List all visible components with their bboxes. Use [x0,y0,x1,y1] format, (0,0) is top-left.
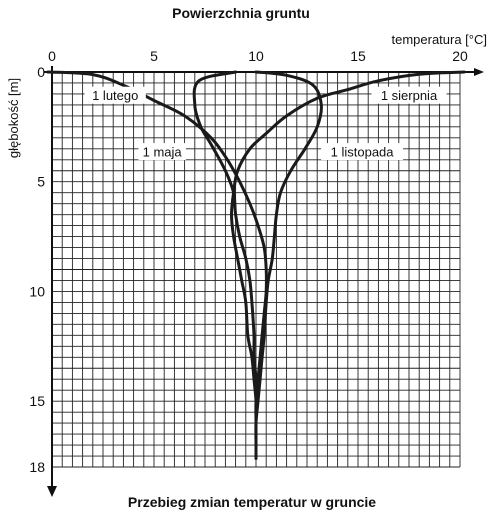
label-bg-1-sierpnia [371,86,447,104]
x-axis-arrow [474,68,484,76]
label-1-listopada: 1 listopada [331,145,395,160]
series-lines [46,70,466,460]
curve-1-sierpnia [230,70,466,460]
x-tick-label: 20 [452,48,468,64]
label-1-maja: 1 maja [143,145,183,160]
curve-1-listopada [254,70,323,460]
x-tick-label: 0 [48,48,56,64]
y-tick-label: 0 [37,64,45,80]
chart-subtitle: Przebieg zmian temperatur w gruncie [128,494,376,510]
y-tick-label: 18 [29,459,45,475]
label-bg-1-listopada [321,143,404,161]
chart-title: Powierzchnia gruntu [172,5,310,21]
axes [44,66,484,497]
curve-1-lutego [46,70,268,460]
x-tick-label: 5 [150,48,158,64]
y-tick-label: 15 [29,393,45,409]
tick-labels: 0 5 10 15 20 0 5 10 15 18 [29,48,468,475]
y-axis-arrow [47,486,57,497]
x-tick-label: 10 [248,48,264,64]
y-axis-label: głębokość [m] [6,78,21,158]
label-bg-1-lutego [84,86,146,104]
y-tick-label: 10 [29,283,45,299]
x-axis-label: temperatura [°C] [391,32,487,47]
y-tick-label: 5 [37,174,45,190]
label-1-lutego: 1 lutego [92,88,138,103]
label-bg-1-maja [138,143,186,161]
series-labels: 1 lutego 1 maja 1 sierpnia 1 listopada [84,86,447,161]
label-1-sierpnia: 1 sierpnia [381,88,438,103]
x-tick-label: 15 [350,48,366,64]
